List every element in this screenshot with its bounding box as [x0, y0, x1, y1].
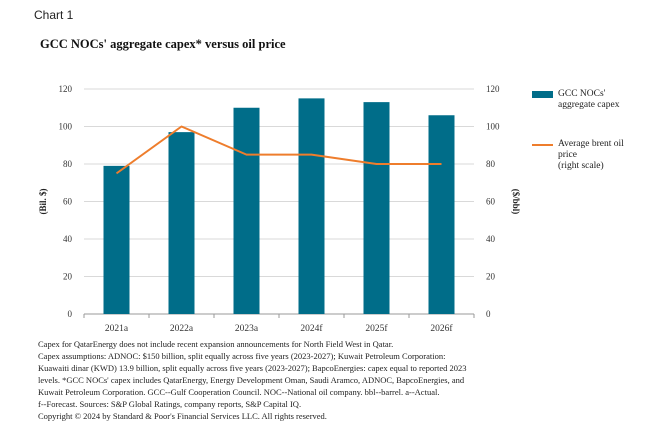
chart-number-label: Chart 1: [34, 8, 74, 22]
y2-tick-label: 0: [486, 309, 491, 319]
y-tick-label: 40: [63, 234, 73, 244]
x-tick-label: 2023a: [235, 324, 259, 334]
bar-series: [103, 98, 455, 314]
y-tick-label: 80: [63, 159, 73, 169]
y2-tick-label: 60: [486, 197, 496, 207]
note-line: Capex assumptions: ADNOC: $150 billion, …: [38, 351, 446, 361]
note-line: Kuawaiti dinar (KWD) 13.9 billion, split…: [38, 363, 467, 373]
x-tick-label: 2026f: [430, 323, 453, 334]
y-tick-label: 20: [63, 272, 73, 282]
bar: [103, 165, 130, 314]
legend-swatch-line: [532, 144, 553, 146]
y2-tick-label: 100: [486, 122, 500, 132]
y-tick-label: 100: [59, 122, 73, 132]
gridlines: [84, 88, 474, 277]
copyright-line: Copyright © 2024 by Standard & Poor's Fi…: [38, 411, 327, 421]
axes: [83, 313, 475, 318]
bar: [298, 98, 325, 314]
y-tick-label: 0: [68, 309, 73, 319]
y-tick-label: 120: [59, 84, 73, 94]
chart-title: GCC NOCs' aggregate capex* versus oil pr…: [40, 37, 286, 51]
note-line: f--Forecast. Sources: S&P Global Ratings…: [38, 399, 302, 409]
y2-tick-label: 80: [486, 159, 496, 169]
y2-tick-label: 40: [486, 234, 496, 244]
bar: [168, 132, 195, 314]
legend-item-oil-price: Average brent oil price (right scale): [532, 139, 647, 172]
chart-notes: Capex for QatarEnergy does not include r…: [38, 338, 528, 422]
note-line: levels. *GCC NOCs' capex includes QatarE…: [38, 375, 465, 385]
legend-item-capex: GCC NOCs' aggregate capex: [532, 89, 647, 111]
x-tick-label: 2022a: [170, 324, 194, 334]
bar: [428, 115, 455, 314]
legend-swatch-bar: [532, 91, 553, 98]
y-axis-label: (Bil. $): [38, 188, 48, 214]
note-line: Capex for QatarEnergy does not include r…: [38, 339, 394, 349]
bar: [363, 102, 390, 314]
line-series: [115, 125, 442, 175]
note-line: Kuwait Petroleum Corporation. GCC--Gulf …: [38, 387, 440, 397]
y2-tick-label: 120: [486, 84, 500, 94]
x-tick-label: 2021a: [105, 324, 129, 334]
y2-axis-label: ($/bbl): [511, 189, 521, 215]
legend: GCC NOCs' aggregate capex Average brent …: [532, 89, 647, 200]
x-tick-label: 2025f: [365, 323, 388, 334]
legend-label-capex: GCC NOCs' aggregate capex: [558, 89, 620, 110]
bar: [233, 107, 260, 314]
y-tick-label: 60: [63, 197, 73, 207]
legend-label-oil-price: Average brent oil price (right scale): [558, 139, 624, 171]
oil-price-line: [115, 125, 442, 175]
x-tick-label: 2024f: [300, 323, 323, 334]
y2-tick-label: 20: [486, 272, 496, 282]
tick-labels: 0 20 40 60 80 100 120 0 20 40 60 80 100 120 2021a 2022a…: [38, 84, 521, 334]
